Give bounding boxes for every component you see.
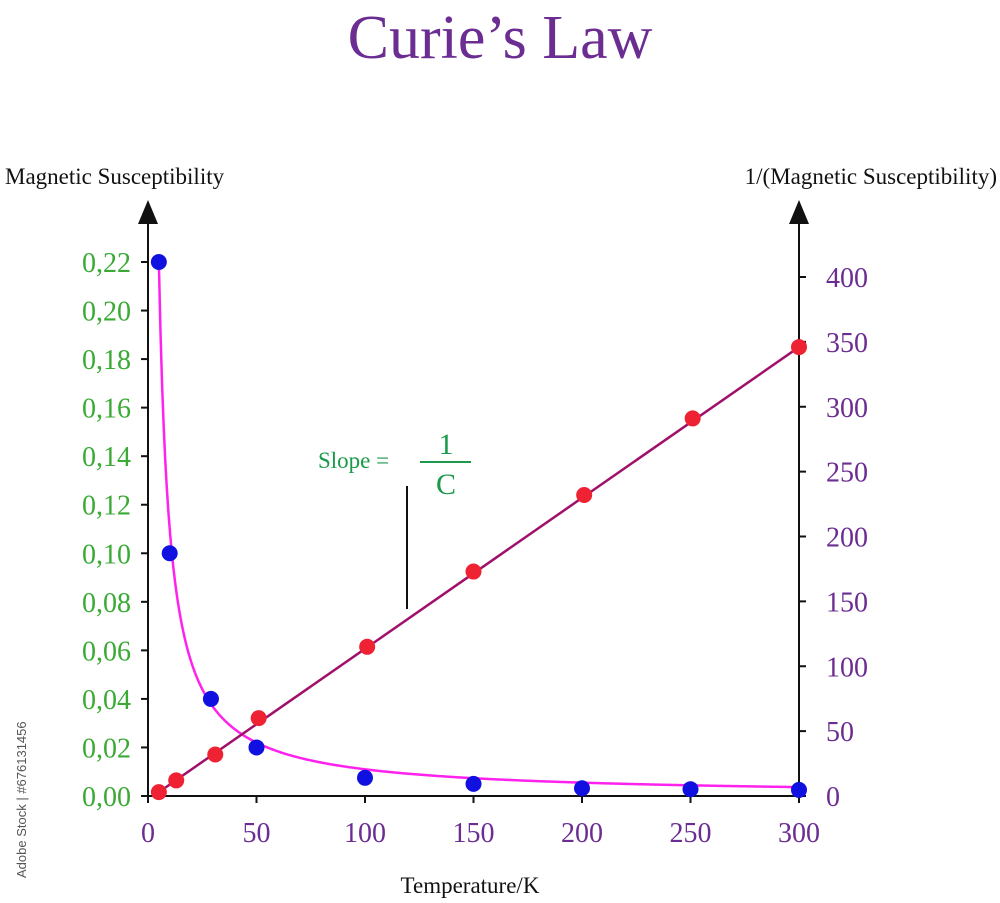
left-tick-label: 0,18 (82, 345, 131, 376)
left-axis-ticks: 0,00 0,02 0,04 0,06 0,08 0,10 0,12 0,14 0,16 0,18… (82, 248, 148, 813)
left-tick-label: 0,00 (82, 782, 131, 813)
right-tick-label: 100 (826, 652, 868, 683)
inverse-susceptibility-point (250, 710, 267, 727)
series-points (150, 254, 807, 801)
slope-numerator: 1 (439, 428, 454, 461)
left-axis-arrow (138, 200, 158, 224)
left-tick-label: 0,04 (82, 685, 131, 716)
axes (138, 200, 809, 797)
right-tick-label: 350 (826, 328, 868, 359)
susceptibility-point (357, 769, 373, 786)
susceptibility-curve (157, 261, 800, 789)
x-axis-ticks: 0 50 100 150 200 250 300 (141, 796, 820, 849)
left-tick-label: 0,02 (82, 733, 131, 764)
inverse-susceptibility-point (150, 784, 167, 801)
x-tick-label: 150 (453, 818, 495, 849)
x-tick-label: 50 (243, 818, 271, 849)
susceptibility-point (202, 690, 219, 707)
right-tick-label: 50 (826, 717, 854, 748)
inverse-susceptibility-point (576, 486, 593, 503)
left-tick-label: 0,10 (82, 539, 131, 570)
inverse-susceptibility-point (465, 563, 482, 580)
slope-annotation: Slope = 1 C (318, 428, 471, 609)
x-tick-label: 250 (670, 818, 712, 849)
left-tick-label: 0,16 (82, 394, 131, 425)
x-tick-label: 100 (344, 818, 386, 849)
x-tick-label: 200 (561, 818, 603, 849)
left-tick-label: 0,06 (82, 636, 131, 667)
right-axis-arrow (789, 200, 809, 224)
inverse-susceptibility-point (207, 746, 224, 763)
inverse-susceptibility-point (359, 638, 376, 655)
inverse-susceptibility-point (791, 339, 807, 356)
susceptibility-point (465, 775, 482, 792)
right-axis-title: 1/(Magnetic Susceptibility) (745, 164, 997, 189)
chart-title: Curie’s Law (348, 4, 653, 72)
susceptibility-point (150, 254, 167, 270)
slope-label: Slope = (318, 448, 389, 473)
right-tick-label: 200 (826, 523, 868, 554)
x-tick-label: 300 (778, 818, 820, 849)
left-axis-title: Magnetic Susceptibility (5, 164, 225, 189)
susceptibility-point (574, 780, 590, 797)
inverse-susceptibility-point (684, 410, 701, 427)
stock-credit: Adobe Stock | #676131456 (14, 721, 29, 878)
right-tick-label: 300 (826, 393, 868, 424)
left-tick-label: 0,14 (82, 442, 131, 473)
susceptibility-point (682, 781, 699, 798)
right-axis-ticks: 0 50 100 150 200 250 300 350 400 (799, 263, 868, 813)
right-tick-label: 150 (826, 587, 868, 618)
x-tick-label: 0 (141, 818, 155, 849)
left-tick-label: 0,08 (82, 588, 131, 619)
slope-denominator: C (436, 468, 456, 501)
susceptibility-point (791, 781, 807, 798)
susceptibility-point (248, 739, 265, 756)
susceptibility-point (161, 545, 178, 562)
right-tick-label: 250 (826, 458, 868, 489)
left-tick-label: 0,12 (82, 491, 131, 522)
right-tick-label: 400 (826, 263, 868, 294)
left-tick-label: 0,22 (82, 248, 131, 279)
right-tick-label: 0 (826, 782, 840, 813)
inverse-susceptibility-point (168, 772, 185, 789)
left-tick-label: 0,20 (82, 297, 131, 328)
x-axis-title: Temperature/K (401, 873, 540, 898)
